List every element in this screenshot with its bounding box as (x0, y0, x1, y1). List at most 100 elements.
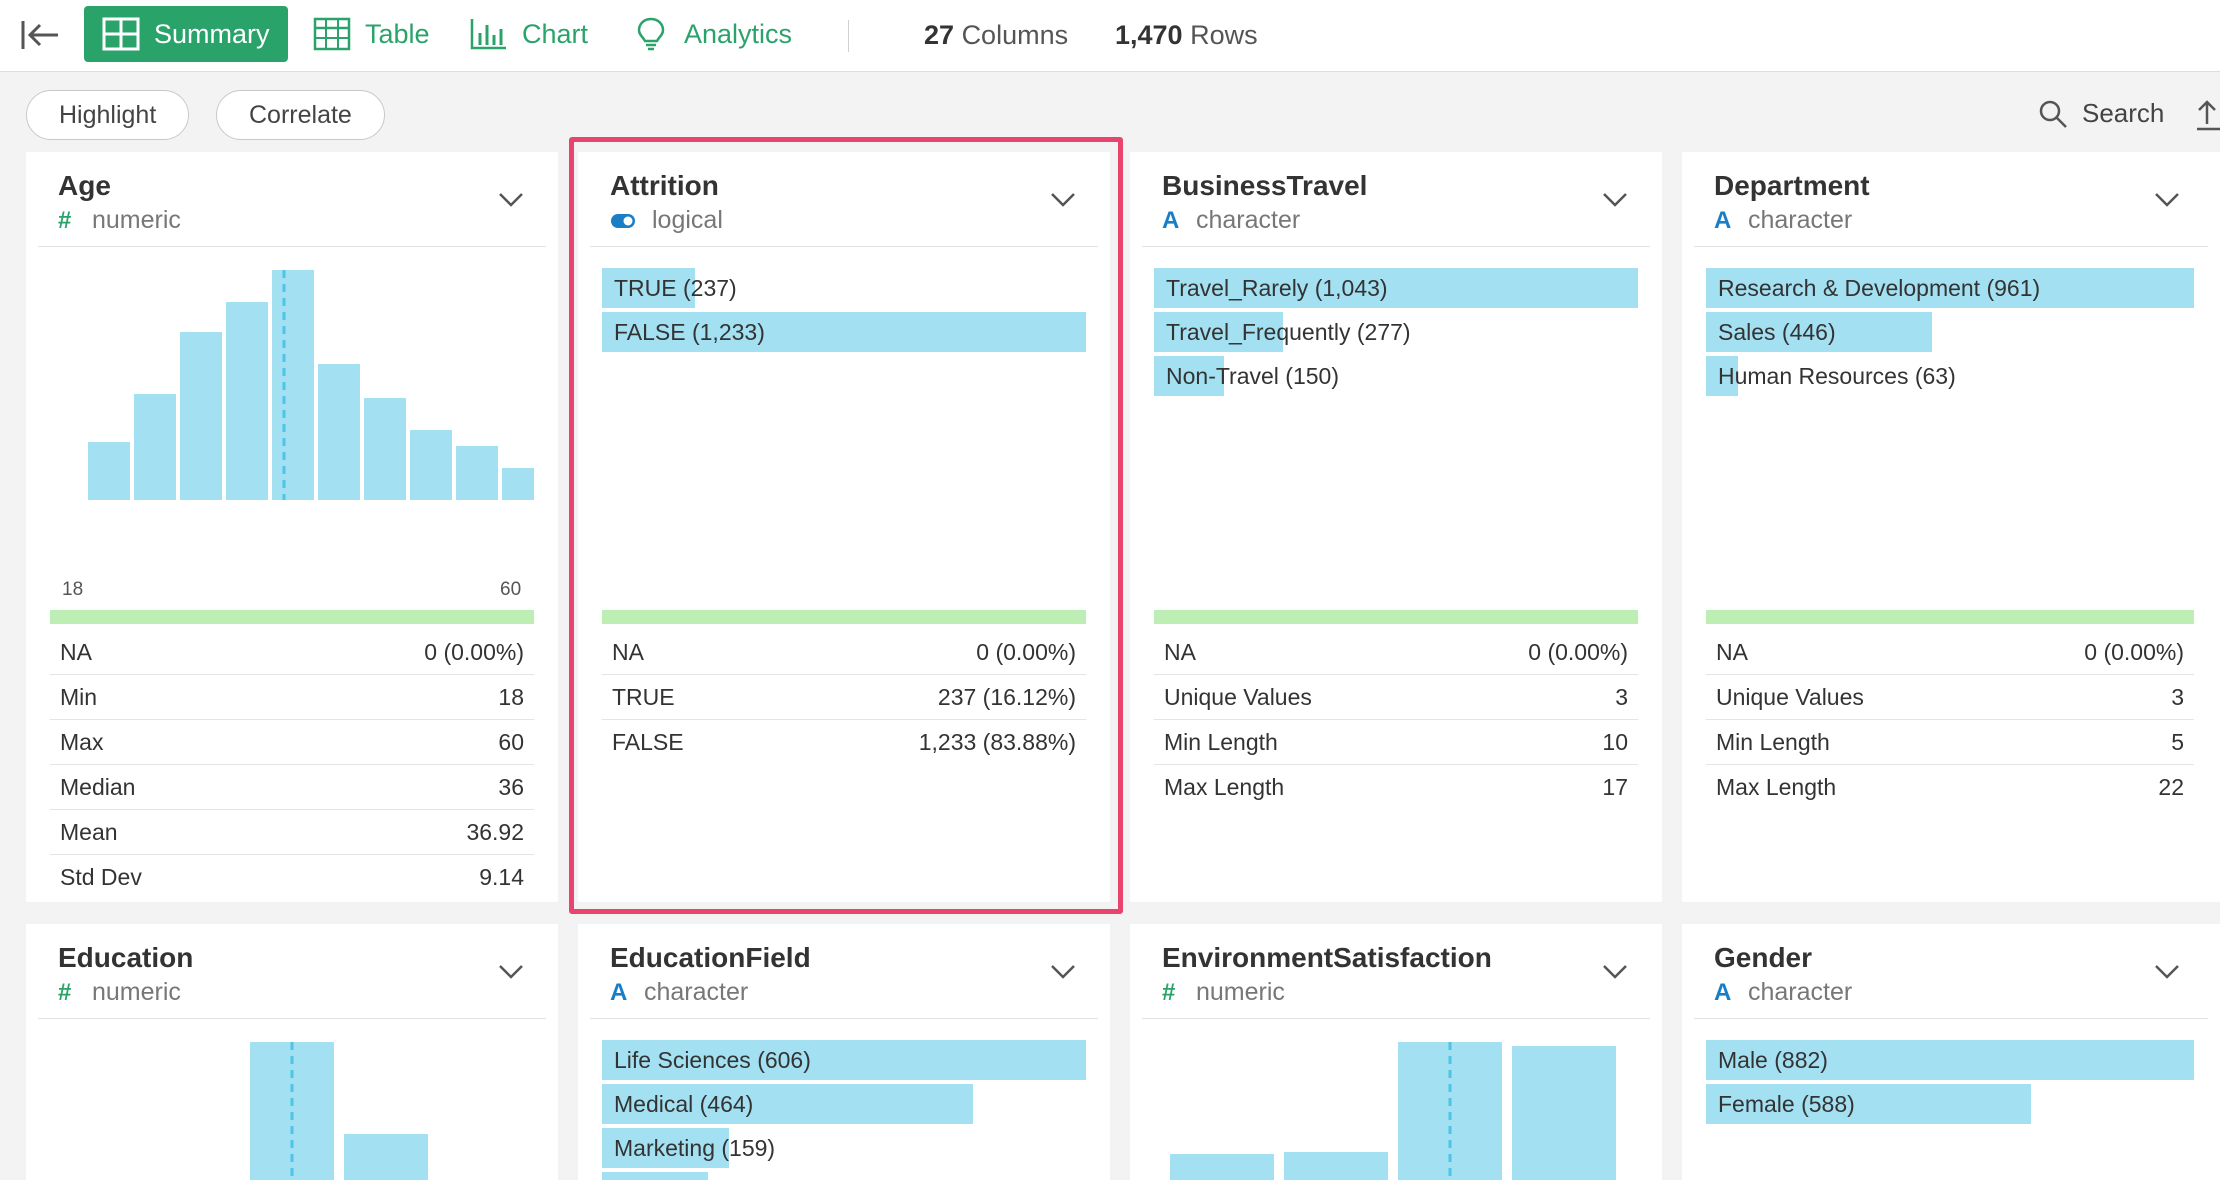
highlight-button[interactable]: Highlight (26, 90, 190, 140)
value-bar[interactable]: FALSE (1,233) (602, 312, 1086, 352)
header-divider (1694, 246, 2208, 247)
stat-value: 36 (498, 773, 524, 800)
stat-value: 0 (0.00%) (1528, 638, 1628, 665)
value-bar-fill (1706, 268, 2194, 308)
column-card-environment-satisfaction: EnvironmentSatisfaction # numeric (1130, 924, 1662, 1180)
rows-count-word: Rows (1190, 20, 1258, 50)
value-bar[interactable]: Male (882) (1706, 1040, 2194, 1080)
tab-analytics[interactable]: Analytics (632, 6, 792, 62)
value-bar-label: Research & Development (961) (1718, 275, 2041, 301)
card-header: Department A character (1714, 170, 1870, 235)
value-bar[interactable]: Medical (464) (602, 1084, 1086, 1124)
column-card-age: Age # numeric 18 60 NA 0 (0.00%) Min 18 Ma… (26, 152, 558, 902)
histogram-bar (1170, 1154, 1274, 1180)
stats-list: NA 0 (0.00%) Min 18 Max 60 Median 36 Mean 36.… (50, 630, 534, 900)
stat-label: Min (60, 683, 98, 710)
card-header: Education # numeric (58, 942, 193, 1007)
tab-table[interactable]: Table (313, 6, 430, 62)
stat-row: Mean 36.92 (50, 810, 534, 855)
column-name: Gender (1714, 942, 1813, 973)
stat-label: Unique Values (1716, 683, 1864, 710)
chevron-down-icon[interactable] (1050, 192, 1076, 208)
stat-label: Min Length (1164, 728, 1278, 755)
chevron-down-icon[interactable] (1602, 964, 1628, 980)
stat-row: Unique Values 3 (1706, 675, 2194, 720)
histogram-bar (318, 364, 360, 500)
chevron-down-icon[interactable] (2154, 964, 2180, 980)
environment-histogram (1170, 1042, 1616, 1180)
stat-value: 5 (2171, 728, 2184, 755)
value-bar[interactable]: Life Sciences (606) (602, 1040, 1086, 1080)
character-type-icon: A (1714, 978, 1732, 1006)
column-type: # numeric (58, 978, 193, 1007)
columns-count-value: 27 (924, 20, 955, 50)
column-type: A character (1714, 978, 1852, 1007)
stat-label: FALSE (612, 729, 684, 755)
column-type: # numeric (1162, 978, 1492, 1007)
histogram-bar (1284, 1152, 1388, 1180)
stat-value: 17 (1602, 774, 1628, 800)
histogram-bar (456, 446, 498, 500)
card-header: Age # numeric (58, 170, 181, 235)
card-header: Attrition logical (610, 170, 723, 235)
rows-count: 1,470 Rows (1115, 20, 1258, 51)
stat-row: NA 0 (0.00%) (602, 630, 1086, 675)
chevron-down-icon[interactable] (2154, 192, 2180, 208)
value-bar[interactable]: Human Resources (63) (1706, 356, 2194, 396)
value-bar-label: TRUE (237) (614, 275, 737, 301)
value-bar-fill (602, 268, 695, 308)
histogram-bar (180, 332, 222, 500)
value-bar-label: Life Sciences (606) (614, 1047, 811, 1073)
value-bar[interactable]: Marketing (159) (602, 1128, 1086, 1168)
value-bar-fill (1154, 312, 1283, 352)
axis-max-label: 60 (500, 579, 522, 600)
stat-value: 60 (498, 728, 524, 755)
chevron-down-icon[interactable] (1602, 192, 1628, 208)
chevron-down-icon[interactable] (1050, 964, 1076, 980)
value-bar-fill (1706, 1040, 2194, 1080)
value-bar[interactable]: TRUE (237) (602, 268, 1086, 308)
value-bar[interactable]: Travel_Rarely (1,043) (1154, 268, 1638, 308)
export-icon[interactable] (2194, 98, 2220, 132)
na-indicator-bar (1154, 610, 1638, 624)
search-icon (2039, 100, 2067, 128)
tab-summary[interactable]: Summary (84, 6, 288, 62)
column-type-label: numeric (1196, 978, 1285, 1006)
chevron-down-icon[interactable] (498, 964, 524, 980)
toggle-icon (611, 213, 635, 228)
value-bar-fill (602, 312, 1086, 352)
stat-label: Mean (60, 818, 118, 845)
tab-table-label: Table (365, 18, 430, 49)
axis-min-label: 18 (62, 579, 84, 600)
numeric-type-icon: # (58, 206, 72, 234)
collapse-left-icon[interactable] (20, 18, 60, 52)
header-divider (1694, 1018, 2208, 1019)
search-button[interactable]: Search (2038, 98, 2164, 129)
header-divider (1142, 246, 1650, 247)
value-bar-fill (602, 1084, 973, 1124)
columns-count: 27 Columns (924, 20, 1068, 51)
header-divider (590, 246, 1098, 247)
value-bar[interactable]: Non-Travel (150) (1154, 356, 1638, 396)
histogram-bar (272, 270, 314, 500)
value-bar[interactable] (602, 1172, 1086, 1180)
value-bar[interactable]: Research & Development (961) (1706, 268, 2194, 308)
tab-chart[interactable]: Chart (470, 6, 588, 62)
column-type: A character (610, 978, 811, 1007)
column-name: BusinessTravel (1162, 170, 1368, 201)
column-type-label: logical (652, 206, 723, 234)
stat-label: Max (60, 728, 104, 755)
histogram-bar (226, 302, 268, 500)
correlate-button[interactable]: Correlate (216, 90, 385, 140)
histogram-bar (364, 398, 406, 500)
stat-label: Median (60, 773, 136, 800)
stat-label: Max Length (1164, 774, 1285, 800)
value-bar[interactable]: Female (588) (1706, 1084, 2194, 1124)
value-bar[interactable]: Travel_Frequently (277) (1154, 312, 1638, 352)
column-type-label: numeric (92, 206, 181, 234)
value-bar[interactable]: Sales (446) (1706, 312, 2194, 352)
na-indicator-bar (602, 610, 1086, 624)
column-type: A character (1714, 206, 1870, 235)
stat-row: Min Length 10 (1154, 720, 1638, 765)
chevron-down-icon[interactable] (498, 192, 524, 208)
